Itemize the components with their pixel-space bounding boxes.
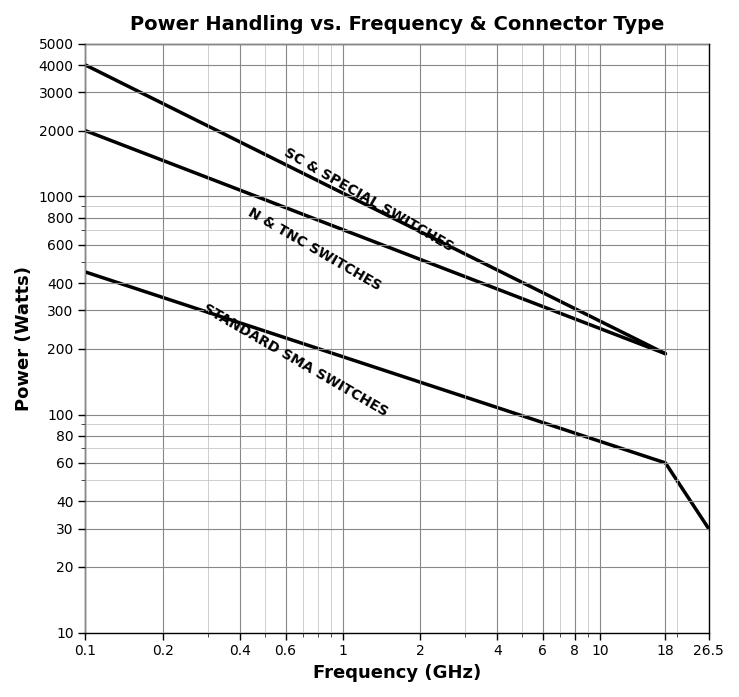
X-axis label: Frequency (GHz): Frequency (GHz) bbox=[313, 664, 481, 682]
Text: STANDARD SMA SWITCHES: STANDARD SMA SWITCHES bbox=[200, 302, 390, 419]
Y-axis label: Power (Watts): Power (Watts) bbox=[15, 266, 33, 411]
Text: SC & SPECIAL SWITCHES: SC & SPECIAL SWITCHES bbox=[282, 146, 456, 254]
Title: Power Handling vs. Frequency & Connector Type: Power Handling vs. Frequency & Connector… bbox=[130, 15, 664, 34]
Text: N & TNC SWITCHES: N & TNC SWITCHES bbox=[246, 206, 384, 293]
